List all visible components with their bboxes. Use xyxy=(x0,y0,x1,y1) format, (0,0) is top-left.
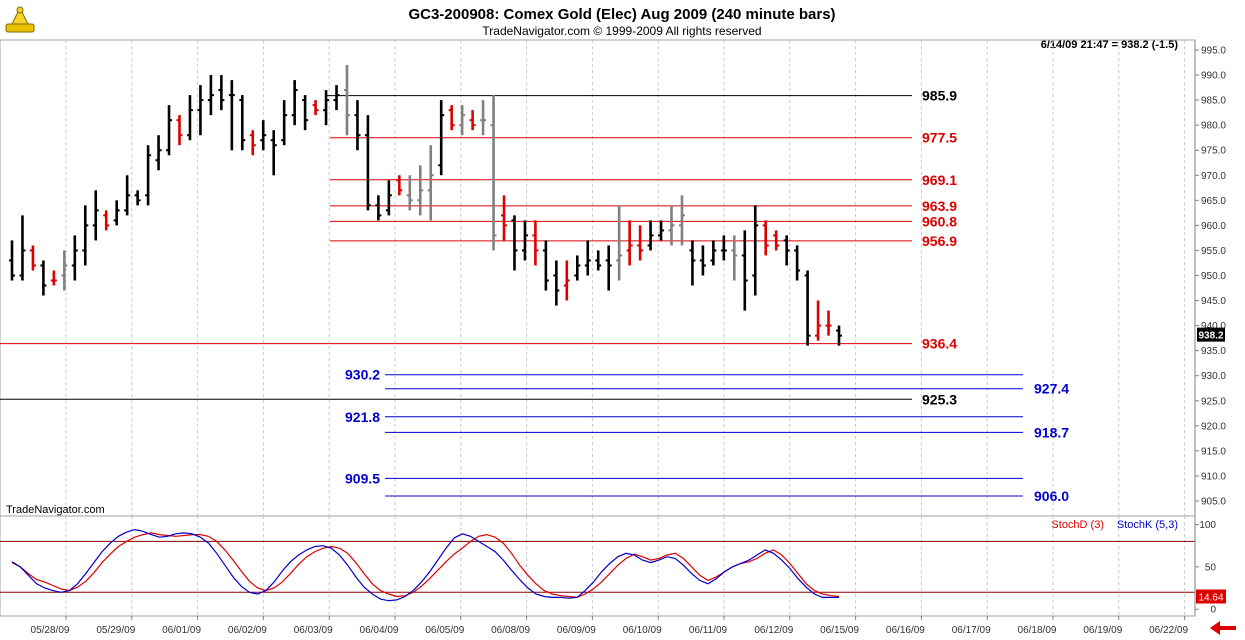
x-tick-label: 06/16/09 xyxy=(886,625,925,636)
x-tick-label: 06/15/09 xyxy=(820,625,859,636)
x-tick-label: 06/17/09 xyxy=(952,625,991,636)
status-readout: 6/14/09 21:47 = 938.2 (-1.5) xyxy=(1041,39,1179,51)
stochastic-legend: StochD (3) StochK (5,3) xyxy=(1051,519,1178,531)
y-tick-label: 995.0 xyxy=(1201,46,1226,57)
level-label: 925.3 xyxy=(922,391,957,407)
level-label: 977.5 xyxy=(922,130,957,146)
level-label: 960.8 xyxy=(922,213,957,229)
watermark-text: TradeNavigator.com xyxy=(6,504,105,516)
y-tick-label: 990.0 xyxy=(1201,71,1226,82)
stochastic-series-line xyxy=(11,532,840,599)
stochastic-axis[interactable]: 0 50 100 14.64 xyxy=(1194,516,1226,616)
legend-entry-stochk: StochK (5,3) xyxy=(1117,519,1178,531)
x-tick-label: 06/09/09 xyxy=(557,625,596,636)
price-axis[interactable]: 905.0 910.0 915.0 920.0 925.0 930.0 935.0 940.0… xyxy=(1194,40,1226,516)
stochastic-series-line xyxy=(11,528,839,602)
y-tick-label: 935.0 xyxy=(1201,346,1226,357)
y-tick-label: 100 xyxy=(1199,520,1216,531)
level-label: 906.0 xyxy=(1034,488,1069,504)
x-tick-label: 05/29/09 xyxy=(96,625,135,636)
x-tick-label: 06/08/09 xyxy=(491,625,530,636)
y-tick-label: 930.0 xyxy=(1201,371,1226,382)
last-price-box xyxy=(1197,327,1225,342)
date-axis[interactable]: 05/28/09 05/29/09 06/01/09 06/02/09 06/03/09… xyxy=(31,616,1189,636)
level-label: 909.5 xyxy=(345,470,380,486)
y-tick-label: 950.0 xyxy=(1201,271,1226,282)
x-tick-label: 06/19/09 xyxy=(1083,625,1122,636)
scroll-left-arrow-icon[interactable] xyxy=(1210,621,1236,635)
last-price-label: 938.2 xyxy=(1198,331,1223,342)
x-tick-label: 06/04/09 xyxy=(360,625,399,636)
y-tick-label: 925.0 xyxy=(1201,396,1226,407)
logo-icon[interactable] xyxy=(5,6,35,33)
x-tick-label: 06/10/09 xyxy=(623,625,662,636)
x-tick-label: 06/05/09 xyxy=(425,625,464,636)
y-tick-label: 960.0 xyxy=(1201,221,1226,232)
y-tick-label: 980.0 xyxy=(1201,121,1226,132)
y-tick-label: 905.0 xyxy=(1201,496,1226,507)
y-tick-label: 910.0 xyxy=(1201,471,1226,482)
stochastic-lines xyxy=(11,528,840,602)
level-label: 956.9 xyxy=(922,233,957,249)
chart-title: GC3-200908: Comex Gold (Elec) Aug 2009 (… xyxy=(408,6,835,23)
x-tick-label: 06/01/09 xyxy=(162,625,201,636)
x-tick-label: 06/11/09 xyxy=(689,625,728,636)
x-tick-label: 06/12/09 xyxy=(754,625,793,636)
x-tick-label: 06/02/09 xyxy=(228,625,267,636)
ohlc-bars xyxy=(9,65,842,346)
y-tick-label: 920.0 xyxy=(1201,421,1226,432)
y-tick-label: 915.0 xyxy=(1201,446,1226,457)
level-label: 918.7 xyxy=(1034,424,1069,440)
y-tick-label: 955.0 xyxy=(1201,246,1226,257)
main-panel-gridlines xyxy=(65,40,1186,516)
y-tick-label: 0 xyxy=(1210,605,1216,616)
y-tick-label: 970.0 xyxy=(1201,171,1226,182)
level-label: 930.2 xyxy=(345,367,380,383)
x-tick-label: 05/28/09 xyxy=(31,625,70,636)
y-tick-label: 985.0 xyxy=(1201,96,1226,107)
x-tick-label: 06/18/09 xyxy=(1018,625,1057,636)
legend-entry-stochd: StochD (3) xyxy=(1051,519,1104,531)
last-value-box xyxy=(1196,589,1226,604)
y-tick-label: 945.0 xyxy=(1201,296,1226,307)
level-label: 927.4 xyxy=(1034,381,1069,397)
level-label: 921.8 xyxy=(345,409,380,425)
x-tick-label: 06/03/09 xyxy=(294,625,333,636)
y-tick-label: 965.0 xyxy=(1201,196,1226,207)
stochastic-gridlines xyxy=(0,516,1195,616)
level-label: 985.9 xyxy=(922,88,957,104)
y-tick-label: 975.0 xyxy=(1201,146,1226,157)
x-tick-label: 06/22/09 xyxy=(1149,625,1188,636)
y-tick-label: 940.0 xyxy=(1201,321,1226,332)
level-label: 969.1 xyxy=(922,172,957,188)
y-tick-label: 50 xyxy=(1205,562,1217,573)
chart-subtitle: TradeNavigator.com © 1999-2009 All right… xyxy=(482,24,761,38)
last-value-label: 14.64 xyxy=(1198,593,1223,604)
level-label: 963.9 xyxy=(922,198,957,214)
level-label: 936.4 xyxy=(922,336,957,352)
